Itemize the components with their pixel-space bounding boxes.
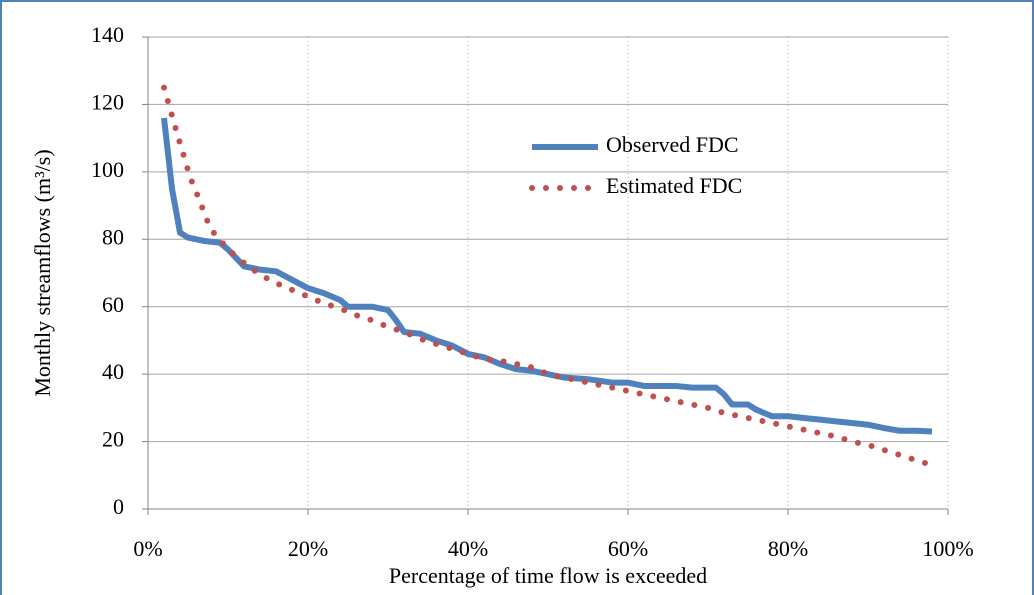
legend-label: Observed FDC [606,132,739,157]
x-tick-label: 60% [608,536,648,561]
y-tick-label: 120 [91,89,124,114]
legend-label: Estimated FDC [606,173,742,198]
x-axis-label: Percentage of time flow is exceeded [389,563,707,588]
y-tick-label: 0 [113,494,124,519]
y-tick-label: 60 [102,292,124,317]
x-tick-label: 0% [133,536,162,561]
y-tick-label: 20 [102,427,124,452]
x-tick-label: 80% [768,536,808,561]
y-tick-label: 100 [91,157,124,182]
y-tick-label: 80 [102,224,124,249]
y-tick-label: 40 [102,359,124,384]
series-line [161,84,935,469]
x-tick-label: 40% [448,536,488,561]
x-tick-label: 20% [288,536,328,561]
x-tick-label: 100% [922,536,973,561]
y-axis-label: Monthly streamflows (m³/s) [30,149,55,396]
y-tick-label: 140 [91,22,124,47]
series-line [161,117,933,435]
